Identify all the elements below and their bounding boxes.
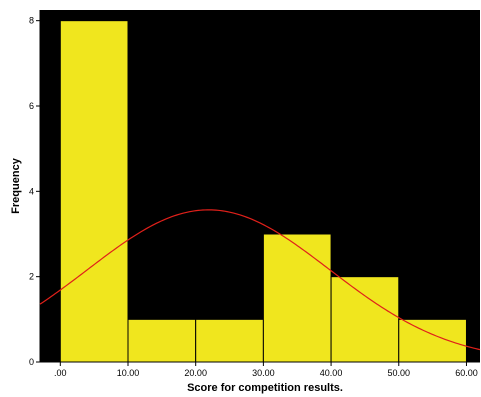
x-tick-label-5: 50.00 — [388, 368, 411, 378]
axes-layer: .00 10.00 20.00 30.00 40.00 50.00 60.00 0 2 4 6 8 — [29, 10, 480, 378]
y-axis-title: Frequency — [10, 157, 22, 214]
y-tick-label-3: 6 — [29, 101, 34, 111]
x-tick-label-0: .00 — [54, 368, 67, 378]
bar-1 — [127, 318, 197, 363]
bars-layer — [59, 20, 467, 363]
x-tick-label-4: 40.00 — [320, 368, 343, 378]
y-tick-label-0: 0 — [29, 357, 34, 367]
y-tick-label-4: 8 — [29, 16, 34, 26]
x-tick-label-6: 60.00 — [455, 368, 478, 378]
x-axis-title: Score for competition results. — [187, 382, 343, 394]
normal-curve — [39, 209, 481, 351]
bar-5 — [398, 318, 467, 363]
y-tick-label-1: 2 — [29, 272, 34, 282]
x-tick-label-3: 30.00 — [252, 368, 275, 378]
x-tick-label-1: 10.00 — [117, 368, 140, 378]
y-tick-label-2: 4 — [29, 186, 34, 196]
bar-2 — [195, 318, 264, 363]
bar-0 — [59, 20, 129, 363]
bar-3 — [262, 233, 332, 363]
bar-4 — [330, 276, 400, 363]
x-tick-label-2: 20.00 — [184, 368, 207, 378]
